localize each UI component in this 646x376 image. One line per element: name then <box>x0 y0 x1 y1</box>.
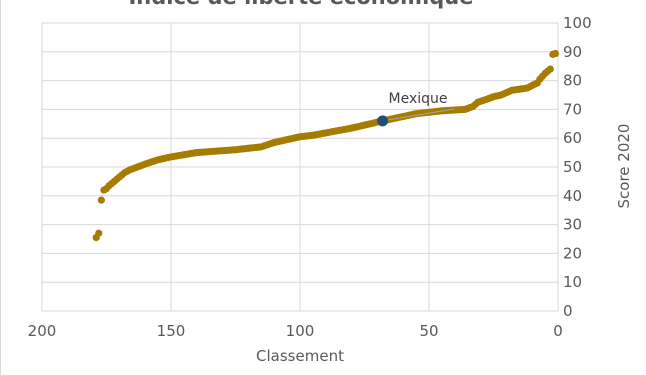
highlight-label: Mexique <box>389 91 448 107</box>
y-axis-title: Score 2020 <box>615 124 633 209</box>
y-tick-label: 40 <box>563 187 582 205</box>
y-tick-label: 70 <box>563 100 582 118</box>
highlight-point <box>377 115 389 127</box>
data-point <box>549 50 557 58</box>
y-tick-label: 80 <box>563 72 582 90</box>
x-tick-label: 100 <box>286 322 315 340</box>
data-point <box>97 196 105 204</box>
y-tick-label: 90 <box>563 43 582 61</box>
y-tick-label: 100 <box>563 14 592 32</box>
y-tick-label: 20 <box>563 244 582 262</box>
y-tick-label: 10 <box>563 273 582 291</box>
chart-title: Indice de liberté économique <box>128 0 473 9</box>
gridlines <box>41 22 559 312</box>
x-tick-label: 200 <box>28 322 57 340</box>
x-axis-title: Classement <box>256 347 344 365</box>
axes: 0 10 20 30 40 50 60 70 80 90 100 200 150 100 50 0 <box>28 14 592 340</box>
data-point <box>100 186 108 194</box>
x-tick-label: 50 <box>419 322 438 340</box>
y-tick-label: 50 <box>563 158 582 176</box>
data-points <box>92 49 560 242</box>
leader-line <box>382 108 455 122</box>
y-tick-label: 60 <box>563 129 582 147</box>
x-tick-label: 150 <box>157 322 186 340</box>
annotations: Mexique <box>377 91 455 127</box>
y-tick-label: 30 <box>563 216 582 234</box>
y-tick-label: 0 <box>563 302 573 320</box>
x-tick-label: 0 <box>553 322 563 340</box>
data-point <box>92 233 100 242</box>
